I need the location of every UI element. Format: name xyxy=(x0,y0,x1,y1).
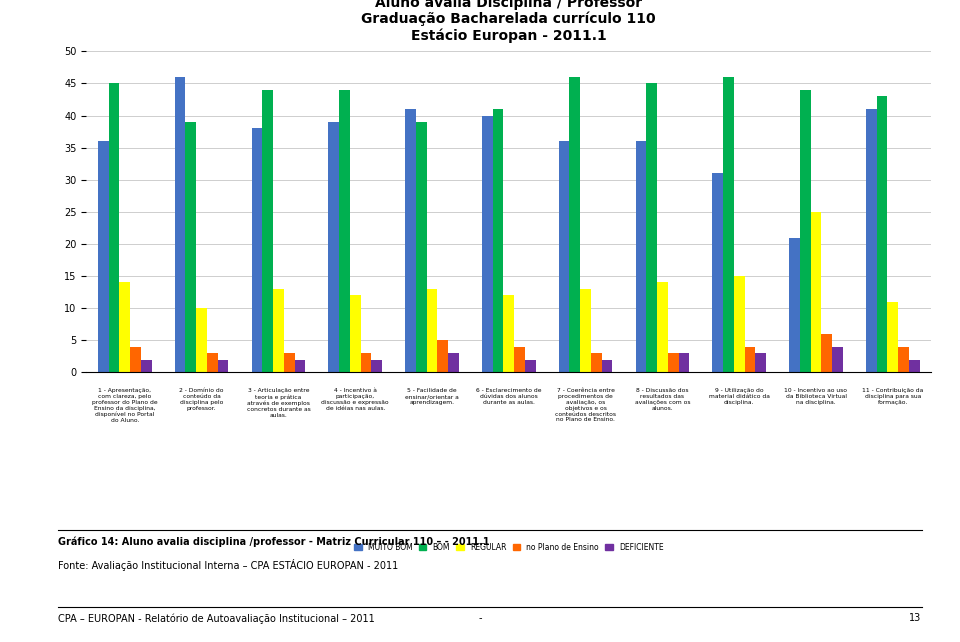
Bar xyxy=(108,83,119,372)
Bar xyxy=(789,238,800,372)
Bar xyxy=(602,360,612,372)
Bar xyxy=(273,289,284,372)
Bar xyxy=(657,282,668,372)
Bar xyxy=(218,360,228,372)
Bar xyxy=(832,347,843,372)
Bar xyxy=(405,109,416,372)
Bar xyxy=(515,347,525,372)
Text: 9 - Utilização do
material didático da
disciplina.: 9 - Utilização do material didático da d… xyxy=(708,388,770,405)
Text: 3 - Articulação entre
teoria e prática
através de exemplos
concretos durante as
: 3 - Articulação entre teoria e prática a… xyxy=(247,388,310,418)
Text: 2 - Domínio do
conteúdo da
disciplina pelo
professor.: 2 - Domínio do conteúdo da disciplina pe… xyxy=(180,388,224,411)
Bar xyxy=(733,276,745,372)
Text: -: - xyxy=(478,613,482,623)
Bar xyxy=(876,96,887,372)
Bar xyxy=(580,289,591,372)
Bar xyxy=(252,128,262,372)
Text: 11 - Contribuição da
disciplina para sua
formação.: 11 - Contribuição da disciplina para sua… xyxy=(862,388,924,405)
Bar xyxy=(866,109,876,372)
Bar xyxy=(185,122,196,372)
Text: 1 - Apresentação,
com clareza, pelo
professor do Plano de
Ensino da disciplina,
: 1 - Apresentação, com clareza, pelo prof… xyxy=(92,388,157,423)
Legend: MUITO BOM, BOM, REGULAR, no Plano de Ensino, DEFICIENTE: MUITO BOM, BOM, REGULAR, no Plano de Ens… xyxy=(351,540,666,555)
Title: Aluno avalia Disciplina / Professor
Graduação Bacharelada currículo 110
Estácio : Aluno avalia Disciplina / Professor Grad… xyxy=(362,0,656,43)
Bar xyxy=(438,340,448,372)
Bar xyxy=(525,360,536,372)
Bar xyxy=(119,282,131,372)
Text: Fonte: Avaliação Institucional Interna – CPA ESTÁCIO EUROPAN - 2011: Fonte: Avaliação Institucional Interna –… xyxy=(58,559,397,571)
Bar xyxy=(899,347,909,372)
Bar xyxy=(800,90,810,372)
Text: Gráfico 14: Aluno avalia disciplina /professor - Matriz Curricular 110 – - 2011.: Gráfico 14: Aluno avalia disciplina /pro… xyxy=(58,536,490,546)
Text: 6 - Esclarecimento de
dúvidas dos alunos
durante as aulas.: 6 - Esclarecimento de dúvidas dos alunos… xyxy=(476,388,541,405)
Text: 10 - Incentivo ao uso
da Biblioteca Virtual
na disciplina.: 10 - Incentivo ao uso da Biblioteca Virt… xyxy=(784,388,848,405)
Text: CPA – EUROPAN - Relatório de Autoavaliação Institucional – 2011: CPA – EUROPAN - Relatório de Autoavaliaç… xyxy=(58,613,374,623)
Bar xyxy=(339,90,349,372)
Bar xyxy=(591,353,602,372)
Text: 13: 13 xyxy=(909,613,922,623)
Bar xyxy=(175,77,185,372)
Text: 4 - Incentivo à
participação,
discussão e expressão
de idéias nas aulas.: 4 - Incentivo à participação, discussão … xyxy=(322,388,389,411)
Bar xyxy=(822,334,832,372)
Bar xyxy=(284,353,295,372)
Bar xyxy=(569,77,580,372)
Bar xyxy=(756,353,766,372)
Bar xyxy=(426,289,438,372)
Bar xyxy=(98,141,108,372)
Bar xyxy=(349,295,361,372)
Bar xyxy=(679,353,689,372)
Bar xyxy=(909,360,920,372)
Bar xyxy=(262,90,273,372)
Bar xyxy=(131,347,141,372)
Bar xyxy=(361,353,372,372)
Bar xyxy=(482,116,492,372)
Bar xyxy=(328,122,339,372)
Bar xyxy=(723,77,733,372)
Text: 8 - Discussão dos
resultados das
avaliações com os
alunos.: 8 - Discussão dos resultados das avaliaç… xyxy=(635,388,690,411)
Bar xyxy=(448,353,459,372)
Bar xyxy=(810,212,822,372)
Bar xyxy=(559,141,569,372)
Bar xyxy=(745,347,756,372)
Bar xyxy=(646,83,657,372)
Bar xyxy=(372,360,382,372)
Bar xyxy=(503,295,515,372)
Bar xyxy=(636,141,646,372)
Text: 5 - Facilidade de
ensinar/orientar a
aprendizagem.: 5 - Facilidade de ensinar/orientar a apr… xyxy=(405,388,459,405)
Bar xyxy=(196,308,207,372)
Bar xyxy=(416,122,426,372)
Bar xyxy=(492,109,503,372)
Bar xyxy=(887,302,899,372)
Bar xyxy=(295,360,305,372)
Bar xyxy=(712,173,723,372)
Bar xyxy=(668,353,679,372)
Bar xyxy=(141,360,152,372)
Bar xyxy=(207,353,218,372)
Text: 7 - Coerência entre
procedimentos de
avaliação, os
objetivos e os
conteúdos desc: 7 - Coerência entre procedimentos de ava… xyxy=(555,388,616,422)
